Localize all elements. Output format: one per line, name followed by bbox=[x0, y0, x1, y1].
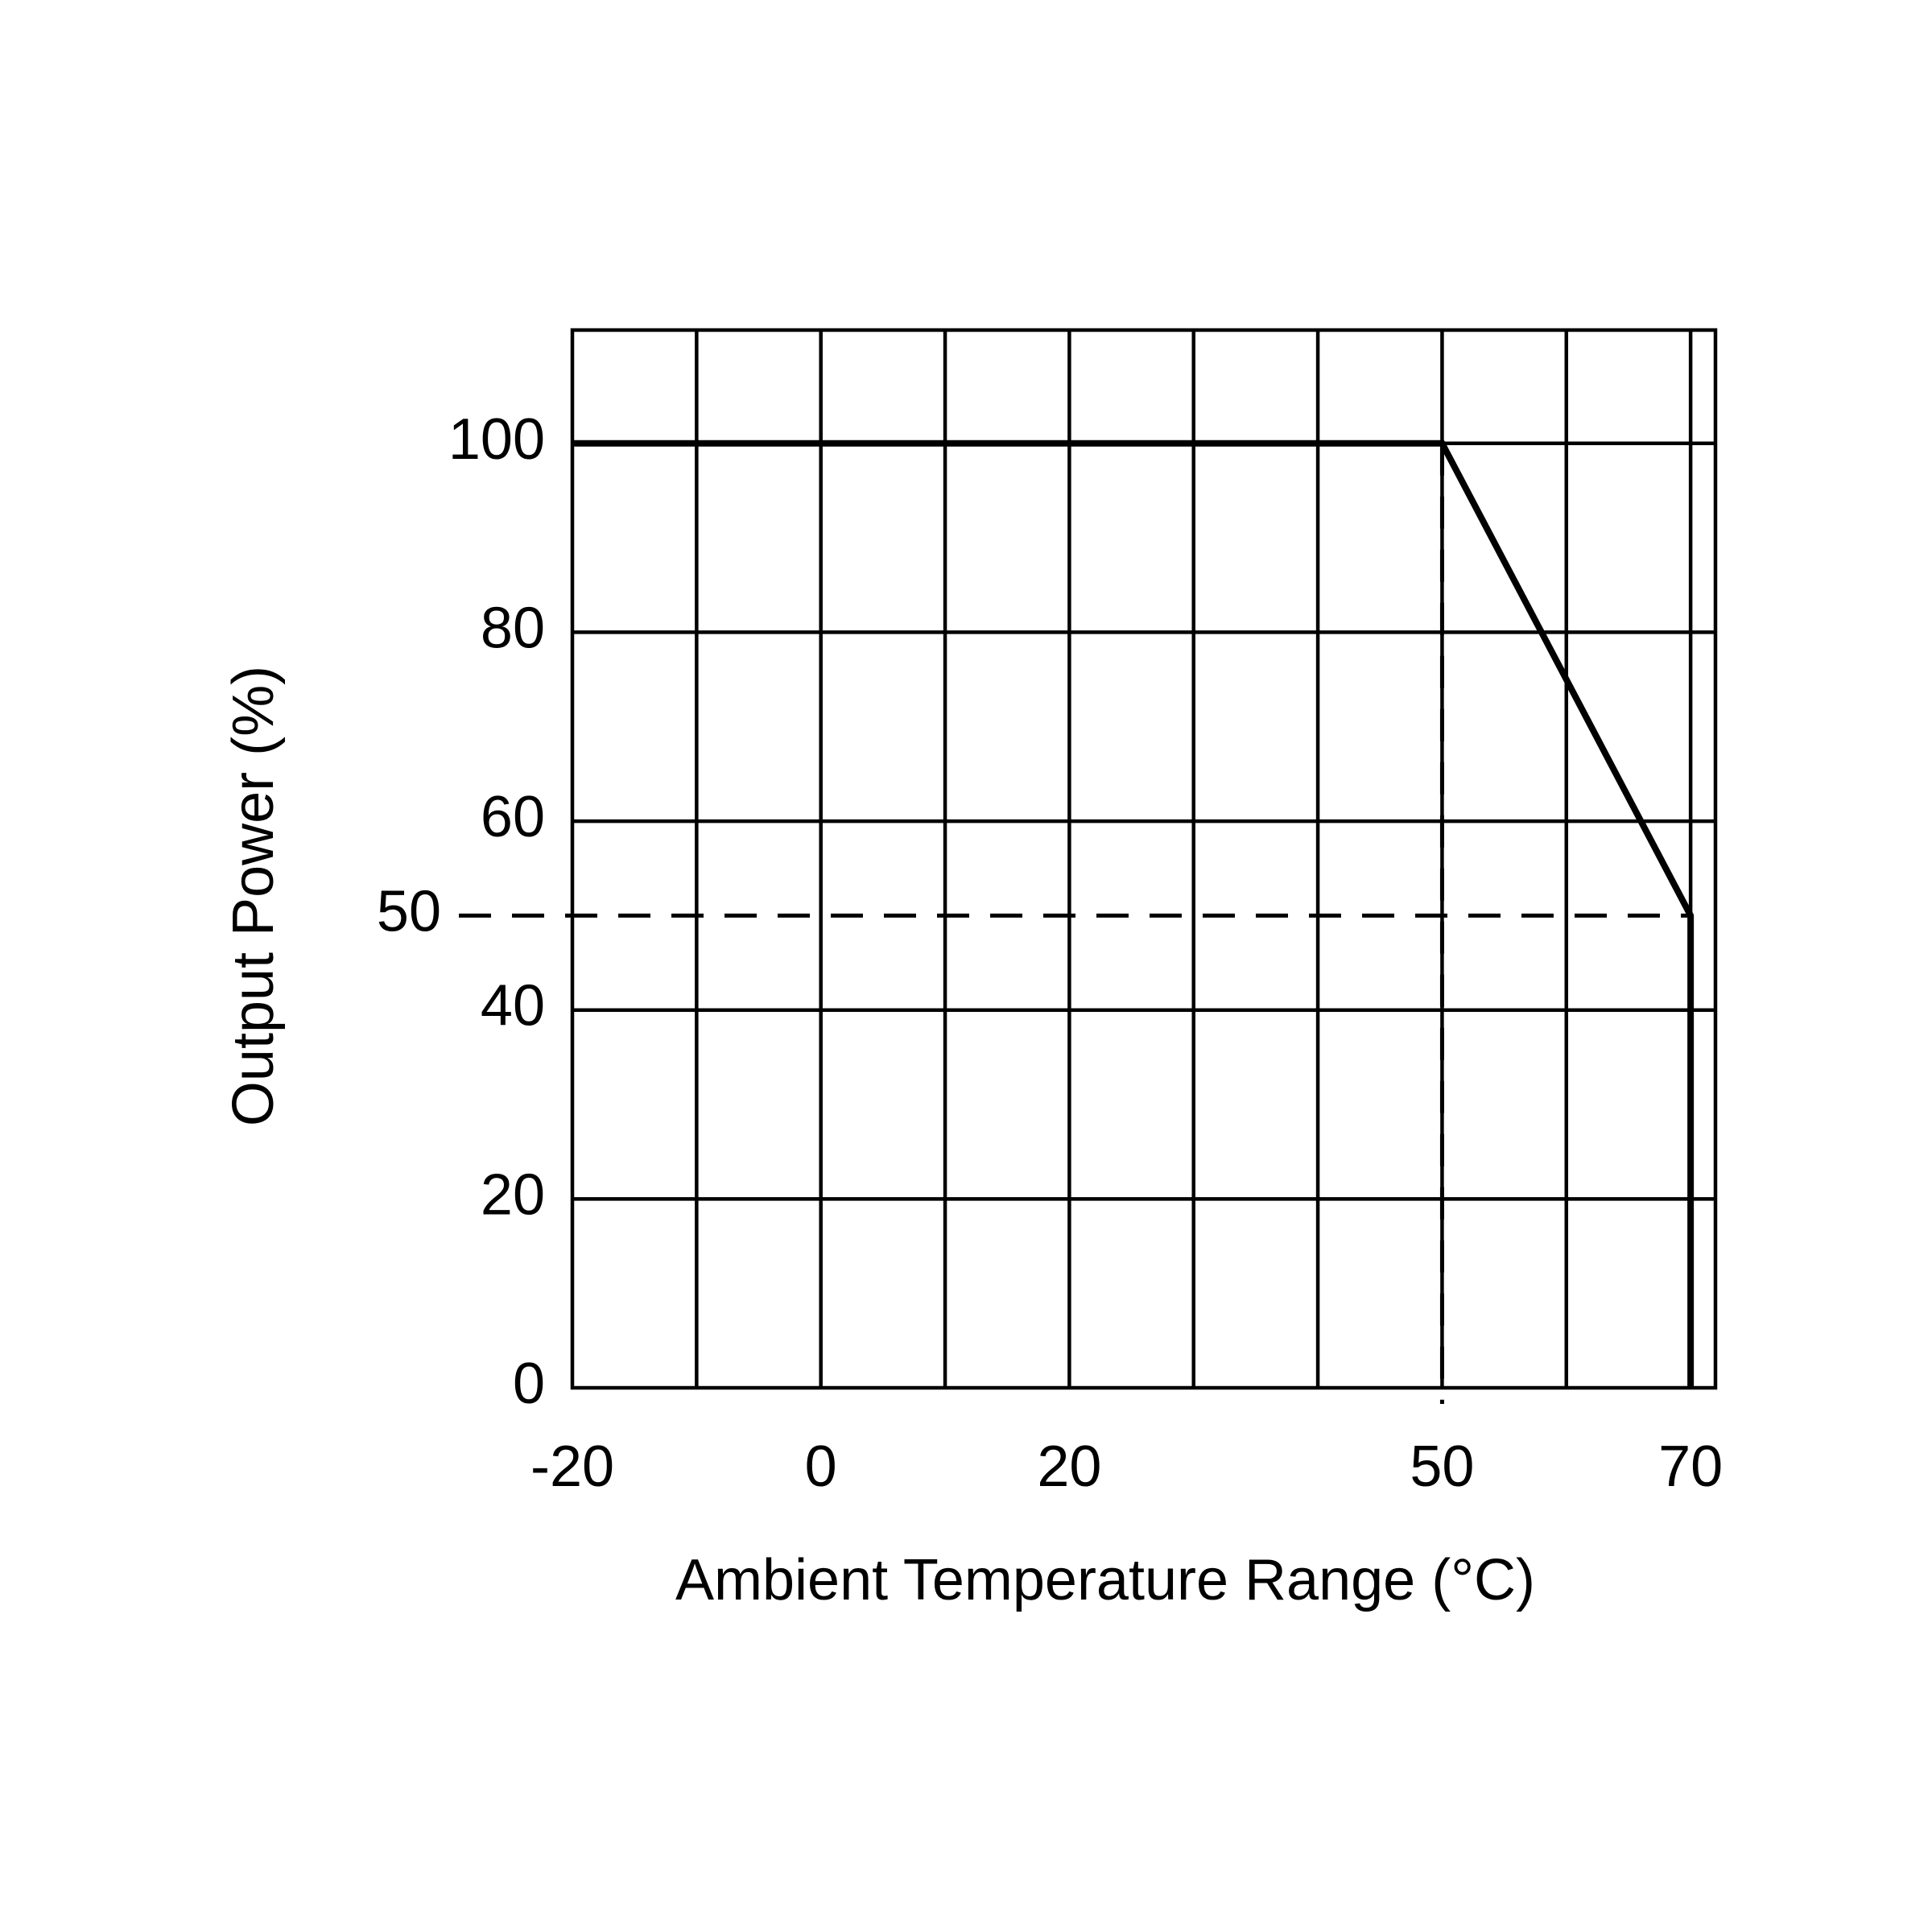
x-tick-label: 20 bbox=[1037, 1435, 1101, 1499]
y-tick-label: 20 bbox=[481, 1162, 545, 1227]
y-tick-label: 50 bbox=[377, 879, 441, 943]
data-line bbox=[572, 440, 1695, 1388]
x-tick-label: -20 bbox=[530, 1435, 614, 1499]
x-tick-label: 50 bbox=[1410, 1435, 1474, 1499]
y-tick-label: 40 bbox=[481, 974, 545, 1038]
y-tick-label: 100 bbox=[448, 407, 545, 472]
y-tick-label: 80 bbox=[481, 596, 545, 660]
plot-frame bbox=[570, 328, 1718, 1390]
y-axis-title: Output Power (%) bbox=[221, 666, 286, 1126]
y-tick-label: 0 bbox=[513, 1352, 545, 1416]
y-tick-label: 60 bbox=[481, 785, 545, 849]
x-tick-label: 70 bbox=[1658, 1435, 1723, 1499]
x-axis-title: Ambient Temperature Range (°C) bbox=[675, 1548, 1535, 1612]
x-tick-label: 0 bbox=[805, 1435, 837, 1499]
